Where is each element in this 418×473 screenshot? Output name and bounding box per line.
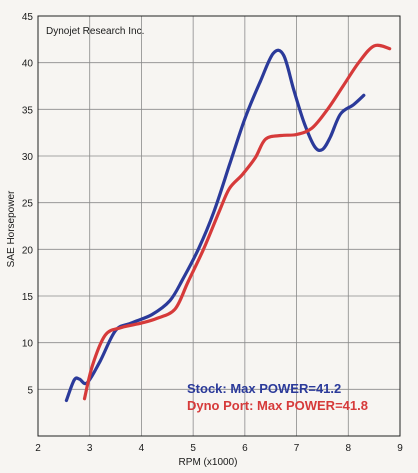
x-tick-label: 2 (35, 443, 41, 454)
y-tick-label: 35 (22, 105, 34, 116)
plot-frame (37, 15, 401, 437)
x-tick-label: 5 (190, 443, 196, 454)
y-tick-label: 25 (22, 199, 34, 210)
x-tick-label: 4 (139, 443, 145, 454)
stock-series-line (64, 48, 366, 403)
y-tick-label: 45 (22, 12, 34, 23)
x-tick-label: 7 (294, 443, 300, 454)
legend-stock: Stock: Max POWER=41.2 (187, 381, 341, 396)
y-axis-label: SAE Horsepower (6, 190, 17, 267)
y-tick-label: 30 (22, 152, 34, 163)
y-tick-label: 15 (22, 292, 34, 303)
y-tick-label: 20 (22, 245, 34, 256)
y-tick-label: 5 (27, 385, 33, 396)
dyno-port-series-line (82, 43, 392, 401)
x-tick-label: 8 (346, 443, 352, 454)
chart-title: Dynojet Research Inc. (46, 26, 144, 37)
x-tick-label: 6 (242, 443, 248, 454)
y-tick-label: 40 (22, 59, 34, 70)
x-tick-label: 9 (397, 443, 403, 454)
legend-dyno-port: Dyno Port: Max POWER=41.8 (187, 398, 368, 413)
x-axis-label: RPM (x1000) (179, 457, 238, 468)
series-lines (64, 43, 392, 403)
x-tick-label: 3 (87, 443, 93, 454)
y-tick-label: 10 (22, 339, 34, 350)
